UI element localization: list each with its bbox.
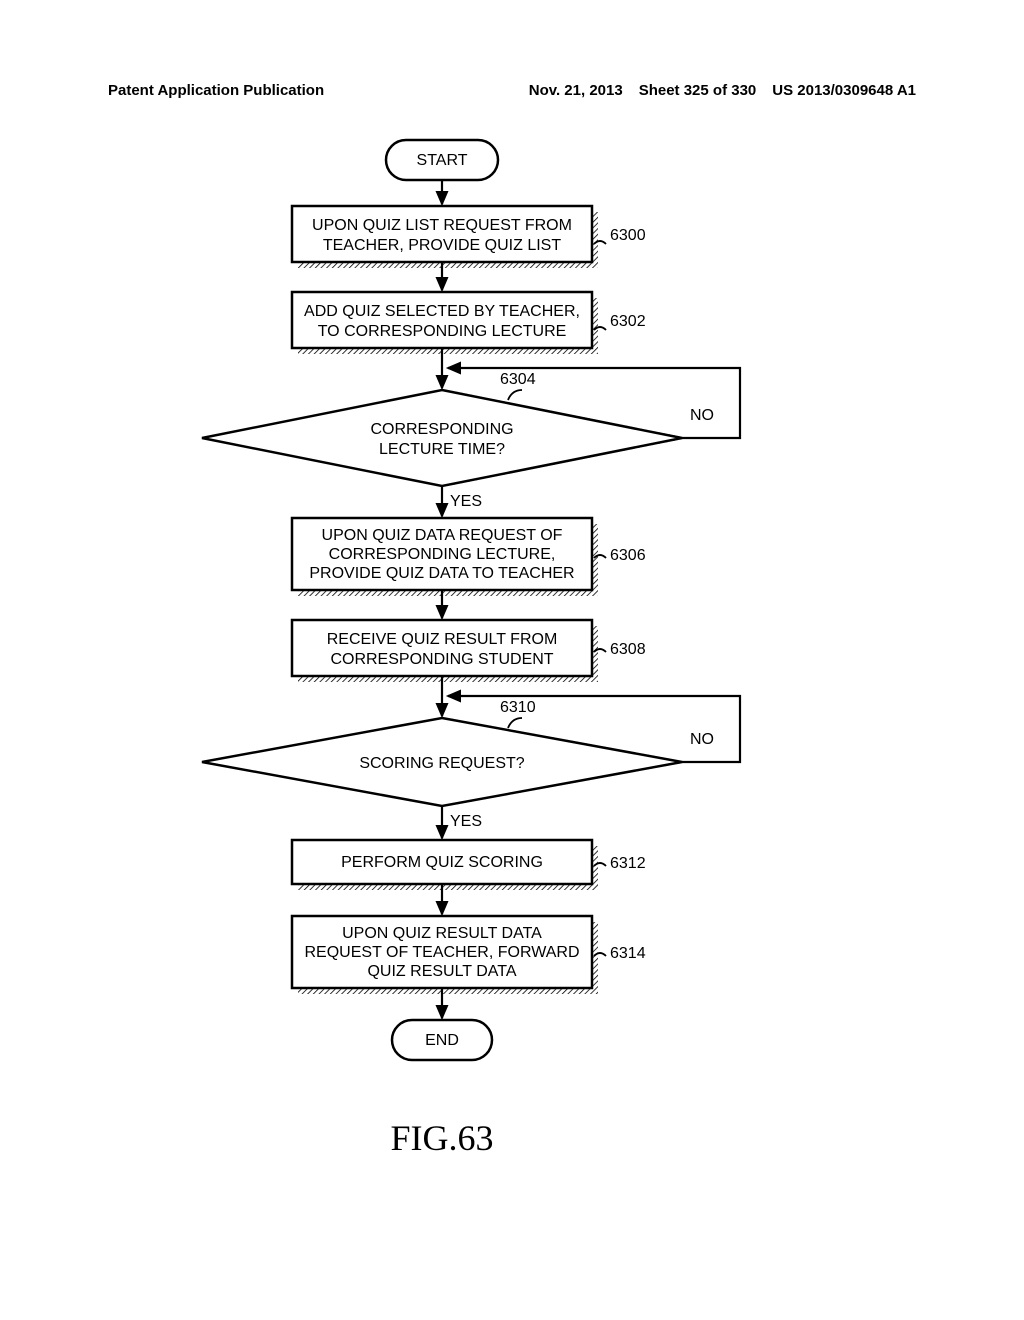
start-label: START xyxy=(417,152,468,169)
ref-tick-6300 xyxy=(594,241,606,244)
n6314-l2: REQUEST OF TEACHER, FORWARD xyxy=(305,944,580,961)
page: Patent Application Publication Nov. 21, … xyxy=(0,0,1024,1320)
n6306-l2: CORRESPONDING LECTURE, xyxy=(329,546,556,563)
n6306-l1: UPON QUIZ DATA REQUEST OF xyxy=(322,527,563,544)
d6310-l1: SCORING REQUEST? xyxy=(359,755,524,772)
end-label: END xyxy=(425,1032,459,1049)
n6312-l1: PERFORM QUIZ SCORING xyxy=(341,854,543,871)
figure-label: FIG.63 xyxy=(390,1118,493,1158)
node-6310: SCORING REQUEST? 6310 xyxy=(202,699,688,806)
node-6308: RECEIVE QUIZ RESULT FROM CORRESPONDING S… xyxy=(292,620,646,682)
d6304-yes: YES xyxy=(450,493,482,510)
node-6304: CORRESPONDING LECTURE TIME? 6304 xyxy=(202,371,688,486)
ref-6304: 6304 xyxy=(500,371,536,388)
d6304-l1: CORRESPONDING xyxy=(370,421,513,438)
node-6314: UPON QUIZ RESULT DATA REQUEST OF TEACHER… xyxy=(292,916,646,994)
n6302-l2: TO CORRESPONDING LECTURE xyxy=(318,323,567,340)
d6304-no: NO xyxy=(690,407,714,424)
node-6312: PERFORM QUIZ SCORING 6312 xyxy=(292,840,646,890)
ref-tick-6308 xyxy=(594,649,606,652)
ref-6302: 6302 xyxy=(610,313,646,330)
n6300-l1: UPON QUIZ LIST REQUEST FROM xyxy=(312,217,572,234)
node-6300: UPON QUIZ LIST REQUEST FROM TEACHER, PRO… xyxy=(292,206,646,268)
ref-6300: 6300 xyxy=(610,227,646,244)
n6314-l1: UPON QUIZ RESULT DATA xyxy=(342,925,542,942)
node-end: END xyxy=(392,1020,492,1060)
d6310-yes: YES xyxy=(450,813,482,830)
flowchart: START UPON QUIZ LIST REQUEST FROM TEACHE… xyxy=(0,0,1024,1320)
n6314-l3: QUIZ RESULT DATA xyxy=(367,963,516,980)
ref-6310: 6310 xyxy=(500,699,536,716)
ref-tick-6314 xyxy=(594,953,606,956)
node-6306: UPON QUIZ DATA REQUEST OF CORRESPONDING … xyxy=(292,518,646,596)
n6308-l1: RECEIVE QUIZ RESULT FROM xyxy=(327,631,558,648)
ref-6314: 6314 xyxy=(610,945,646,962)
ref-tick-6310 xyxy=(508,718,522,728)
ref-6312: 6312 xyxy=(610,855,646,872)
d6310-no: NO xyxy=(690,731,714,748)
n6300-l2: TEACHER, PROVIDE QUIZ LIST xyxy=(323,237,561,254)
node-start: START xyxy=(386,140,498,180)
ref-6306: 6306 xyxy=(610,547,646,564)
ref-tick-6304 xyxy=(508,390,522,400)
n6306-l3: PROVIDE QUIZ DATA TO TEACHER xyxy=(309,565,574,582)
ref-6308: 6308 xyxy=(610,641,646,658)
d6304-l2: LECTURE TIME? xyxy=(379,441,505,458)
ref-tick-6306 xyxy=(594,555,606,558)
n6308-l2: CORRESPONDING STUDENT xyxy=(330,651,553,668)
node-6302: ADD QUIZ SELECTED BY TEACHER, TO CORRESP… xyxy=(292,292,646,354)
ref-tick-6312 xyxy=(594,863,606,866)
n6302-l1: ADD QUIZ SELECTED BY TEACHER, xyxy=(304,303,580,320)
ref-tick-6302 xyxy=(594,327,606,330)
